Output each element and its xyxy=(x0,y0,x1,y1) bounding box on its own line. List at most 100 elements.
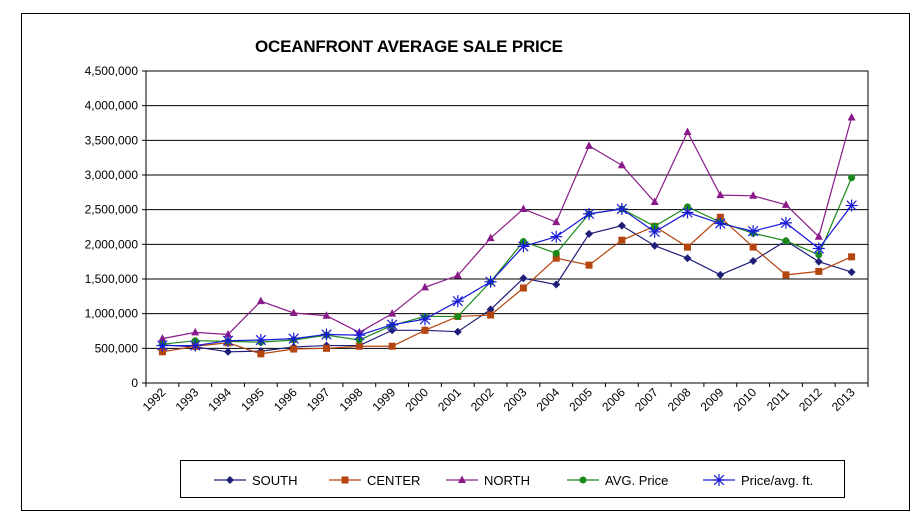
y-tick-label: 500,000 xyxy=(95,341,139,355)
legend-label: SOUTH xyxy=(252,472,298,488)
data-point-price-avg-ft xyxy=(648,225,661,238)
data-point-north xyxy=(158,334,167,342)
data-point-center xyxy=(684,243,691,251)
data-point-price-avg-ft xyxy=(550,230,563,243)
legend-label: NORTH xyxy=(484,472,530,488)
legend-label: AVG. Price xyxy=(605,472,669,488)
data-point-south xyxy=(847,268,856,277)
legend-label: CENTER xyxy=(367,472,421,488)
data-point-price-avg-ft xyxy=(517,240,530,253)
data-point-center xyxy=(257,350,265,358)
data-point-south xyxy=(519,274,528,283)
x-tick-label: 2004 xyxy=(534,385,563,414)
data-point-price-avg-ft xyxy=(418,313,431,326)
data-point-price-avg-ft xyxy=(812,242,825,255)
data-point-north xyxy=(781,200,790,208)
data-point-north xyxy=(749,191,758,199)
x-tick-label: 1994 xyxy=(205,385,234,414)
legend-marker-avg-price xyxy=(579,476,587,484)
x-tick-label: 1995 xyxy=(238,385,267,414)
data-point-north xyxy=(519,204,528,212)
data-point-price-avg-ft xyxy=(189,339,202,352)
y-tick-label: 2,000,000 xyxy=(85,237,139,251)
data-point-north xyxy=(289,308,298,316)
x-tick-label: 1997 xyxy=(304,385,333,414)
legend-marker-north xyxy=(458,475,466,483)
x-tick-label: 1993 xyxy=(173,385,202,414)
data-point-price-avg-ft xyxy=(386,318,399,331)
y-tick-label: 3,500,000 xyxy=(85,133,139,147)
series-line-avg-price xyxy=(162,177,853,345)
y-tick-label: 2,500,000 xyxy=(85,203,139,217)
data-point-north xyxy=(650,197,659,206)
data-point-price-avg-ft xyxy=(222,334,235,347)
data-point-center xyxy=(782,271,790,279)
x-tick-label: 2000 xyxy=(402,385,431,414)
legend-item-price-avg-ft: Price/avg. ft. xyxy=(703,461,813,499)
chart-title: OCEANFRONT AVERAGE SALE PRICE xyxy=(255,37,563,56)
legend-item-avg-price: AVG. Price xyxy=(567,461,668,499)
legend-item-north: NORTH xyxy=(446,461,530,499)
data-point-price-avg-ft xyxy=(615,202,628,215)
data-point-center xyxy=(388,342,396,350)
legend: SOUTH CENTER NORTH AVG. Price Price/avg. ft. xyxy=(180,460,845,498)
data-point-center xyxy=(815,267,823,275)
data-point-center xyxy=(519,284,527,292)
data-point-price-avg-ft xyxy=(254,334,267,347)
legend-marker-price-avg-ft xyxy=(713,474,725,486)
data-point-north xyxy=(617,160,626,169)
y-tick-label: 4,000,000 xyxy=(85,99,139,113)
legend-swatch-south xyxy=(214,476,246,484)
data-point-price-avg-ft xyxy=(583,207,596,220)
data-point-center xyxy=(158,348,166,356)
data-point-north xyxy=(847,112,856,121)
legend-item-south: SOUTH xyxy=(214,461,298,499)
data-point-south xyxy=(224,347,233,356)
data-point-north xyxy=(716,190,725,199)
x-tick-label: 1998 xyxy=(337,385,366,414)
data-point-north xyxy=(322,311,331,319)
legend-marker-south xyxy=(226,476,234,484)
data-point-center xyxy=(421,326,429,334)
data-point-price-avg-ft xyxy=(845,199,858,212)
x-tick-label: 2005 xyxy=(566,385,595,414)
chart-frame xyxy=(21,13,910,511)
y-tick-label: 1,000,000 xyxy=(85,307,139,321)
data-point-price-avg-ft xyxy=(779,216,792,229)
data-point-south xyxy=(453,327,462,336)
data-point-south xyxy=(749,256,758,265)
x-tick-label: 2013 xyxy=(829,385,858,414)
data-point-south xyxy=(486,305,495,314)
x-tick-label: 2006 xyxy=(599,385,628,414)
x-tick-label: 1999 xyxy=(369,385,398,414)
legend-swatch-north xyxy=(446,475,478,483)
data-point-north xyxy=(486,233,495,242)
x-tick-label: 2007 xyxy=(632,385,661,414)
data-point-price-avg-ft xyxy=(681,206,694,219)
data-point-south xyxy=(683,254,692,263)
data-point-south xyxy=(650,241,659,250)
data-point-price-avg-ft xyxy=(484,275,497,288)
x-tick-label: 2009 xyxy=(698,385,727,414)
data-point-center xyxy=(487,311,495,319)
data-point-north xyxy=(683,127,692,136)
plot-area: 0 500,000 1,000,000 1,500,000 2,000,000 2,500… xyxy=(85,64,869,414)
data-point-north xyxy=(585,141,594,149)
data-point-price-avg-ft xyxy=(156,339,169,352)
x-tick-label: 2012 xyxy=(796,385,825,414)
data-point-avg-price xyxy=(815,251,823,259)
data-point-center xyxy=(585,261,593,269)
x-tick-label: 2011 xyxy=(764,385,792,413)
data-point-north xyxy=(191,327,200,336)
plot-border xyxy=(145,70,869,384)
data-point-price-avg-ft xyxy=(714,217,727,230)
data-point-center xyxy=(618,236,626,244)
data-point-south xyxy=(552,280,561,289)
y-tick-label: 1,500,000 xyxy=(85,272,139,286)
data-point-north xyxy=(388,309,397,317)
data-point-center xyxy=(552,254,560,262)
data-point-south xyxy=(617,221,626,230)
data-point-center xyxy=(323,344,330,352)
y-tick-label: 3,000,000 xyxy=(85,168,139,182)
legend-swatch-price-avg-ft xyxy=(703,474,735,486)
